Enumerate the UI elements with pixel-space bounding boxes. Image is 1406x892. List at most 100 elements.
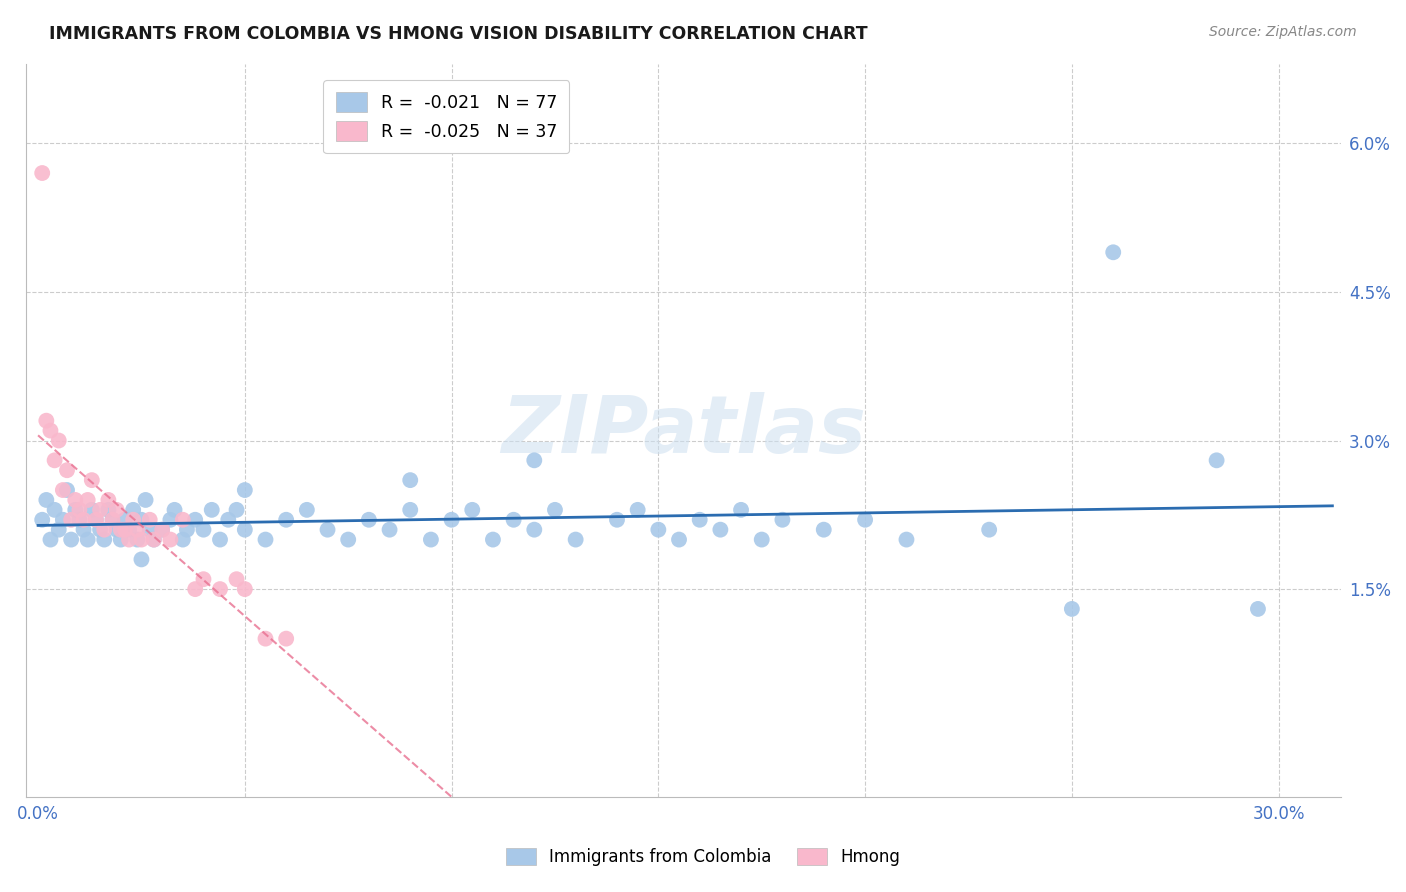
Point bbox=[67, 503, 90, 517]
Point bbox=[378, 523, 401, 537]
Point bbox=[751, 533, 773, 547]
Point bbox=[813, 523, 835, 537]
Point bbox=[44, 453, 66, 467]
Point bbox=[627, 503, 650, 517]
Point bbox=[399, 503, 422, 517]
Point bbox=[101, 513, 124, 527]
Point bbox=[316, 523, 339, 537]
Point bbox=[163, 503, 186, 517]
Point bbox=[60, 533, 83, 547]
Point bbox=[110, 523, 132, 537]
Point bbox=[770, 513, 793, 527]
Point bbox=[122, 503, 145, 517]
Point bbox=[142, 533, 165, 547]
Point bbox=[482, 533, 505, 547]
Point bbox=[67, 513, 90, 527]
Text: Source: ZipAtlas.com: Source: ZipAtlas.com bbox=[1209, 25, 1357, 39]
Point bbox=[668, 533, 690, 547]
Point bbox=[564, 533, 586, 547]
Point bbox=[65, 503, 87, 517]
Point bbox=[176, 523, 198, 537]
Point bbox=[89, 523, 111, 537]
Point bbox=[72, 523, 94, 537]
Legend: Immigrants from Colombia, Hmong: Immigrants from Colombia, Hmong bbox=[498, 840, 908, 875]
Point bbox=[80, 503, 103, 517]
Point bbox=[84, 513, 107, 527]
Point bbox=[523, 453, 546, 467]
Point bbox=[131, 533, 153, 547]
Point bbox=[48, 434, 70, 448]
Point bbox=[233, 523, 256, 537]
Point bbox=[440, 513, 463, 527]
Point bbox=[1102, 245, 1125, 260]
Point bbox=[193, 572, 215, 586]
Point bbox=[105, 523, 128, 537]
Point bbox=[647, 523, 669, 537]
Point bbox=[101, 513, 124, 527]
Point bbox=[39, 533, 62, 547]
Point bbox=[172, 513, 194, 527]
Point bbox=[60, 513, 83, 527]
Point bbox=[35, 492, 58, 507]
Point bbox=[979, 523, 1001, 537]
Point bbox=[276, 632, 298, 646]
Point bbox=[172, 533, 194, 547]
Point bbox=[208, 582, 231, 596]
Point bbox=[80, 473, 103, 487]
Point bbox=[1060, 602, 1083, 616]
Point bbox=[48, 523, 70, 537]
Point bbox=[135, 492, 157, 507]
Point bbox=[118, 523, 141, 537]
Point bbox=[201, 503, 224, 517]
Point bbox=[31, 513, 53, 527]
Point bbox=[52, 483, 75, 497]
Point bbox=[853, 513, 876, 527]
Point bbox=[142, 533, 165, 547]
Point bbox=[138, 523, 160, 537]
Point bbox=[122, 513, 145, 527]
Point bbox=[131, 513, 153, 527]
Point bbox=[39, 424, 62, 438]
Point bbox=[93, 523, 115, 537]
Point bbox=[233, 582, 256, 596]
Point bbox=[184, 582, 207, 596]
Point bbox=[89, 503, 111, 517]
Point bbox=[72, 513, 94, 527]
Point bbox=[93, 533, 115, 547]
Point bbox=[114, 523, 136, 537]
Point bbox=[127, 533, 149, 547]
Point bbox=[127, 523, 149, 537]
Point bbox=[114, 513, 136, 527]
Point bbox=[56, 463, 79, 477]
Point bbox=[254, 533, 277, 547]
Point bbox=[97, 503, 120, 517]
Point bbox=[31, 166, 53, 180]
Point bbox=[35, 414, 58, 428]
Point bbox=[150, 523, 173, 537]
Point bbox=[110, 533, 132, 547]
Point bbox=[184, 513, 207, 527]
Point bbox=[502, 513, 524, 527]
Point bbox=[118, 533, 141, 547]
Point bbox=[208, 533, 231, 547]
Point bbox=[44, 503, 66, 517]
Point bbox=[709, 523, 731, 537]
Point bbox=[1205, 453, 1227, 467]
Point bbox=[65, 492, 87, 507]
Point bbox=[97, 492, 120, 507]
Point bbox=[131, 552, 153, 566]
Point bbox=[689, 513, 711, 527]
Point bbox=[159, 513, 181, 527]
Text: IMMIGRANTS FROM COLOMBIA VS HMONG VISION DISABILITY CORRELATION CHART: IMMIGRANTS FROM COLOMBIA VS HMONG VISION… bbox=[49, 25, 868, 43]
Point bbox=[233, 483, 256, 497]
Point bbox=[105, 503, 128, 517]
Legend: R =  -0.021   N = 77, R =  -0.025   N = 37: R = -0.021 N = 77, R = -0.025 N = 37 bbox=[323, 80, 569, 153]
Point bbox=[730, 503, 752, 517]
Point bbox=[138, 513, 160, 527]
Point bbox=[276, 513, 298, 527]
Point bbox=[544, 503, 567, 517]
Point bbox=[159, 533, 181, 547]
Point bbox=[225, 503, 247, 517]
Point bbox=[337, 533, 360, 547]
Point bbox=[217, 513, 239, 527]
